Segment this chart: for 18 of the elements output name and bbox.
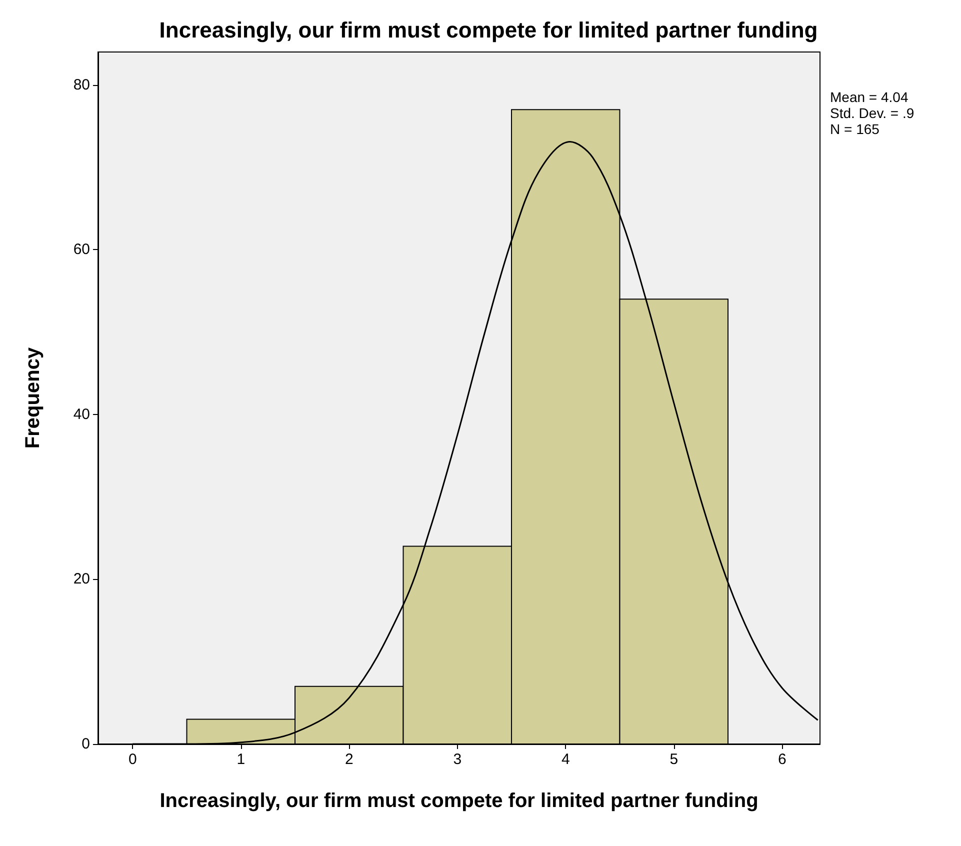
text: Std. Dev. = .9 <box>830 105 914 121</box>
text: Mean = 4.04 <box>830 89 908 105</box>
y-tick-label: 80 <box>73 76 90 94</box>
x-tick-label: 1 <box>236 751 246 768</box>
x-tick-label: 3 <box>453 751 462 768</box>
x-tick-label: 4 <box>561 751 570 768</box>
x-tick-label: 5 <box>670 751 678 768</box>
x-tick-label: 2 <box>344 751 354 768</box>
y-tick-label: 0 <box>82 736 90 752</box>
y-tick-label: 20 <box>73 570 90 588</box>
x-tick-label: 0 <box>128 751 137 768</box>
y-tick-label: 40 <box>73 406 90 423</box>
y-axis-title: Frequency <box>22 346 44 449</box>
x-axis-title: Increasingly, our firm must compete for limited partner funding <box>160 790 758 812</box>
y-tick-label: 60 <box>73 241 90 258</box>
text: N = 165 <box>830 121 880 137</box>
chart-title: Increasingly, our firm must compete for limited partner funding <box>159 18 818 42</box>
x-tick-label: 6 <box>778 751 786 768</box>
